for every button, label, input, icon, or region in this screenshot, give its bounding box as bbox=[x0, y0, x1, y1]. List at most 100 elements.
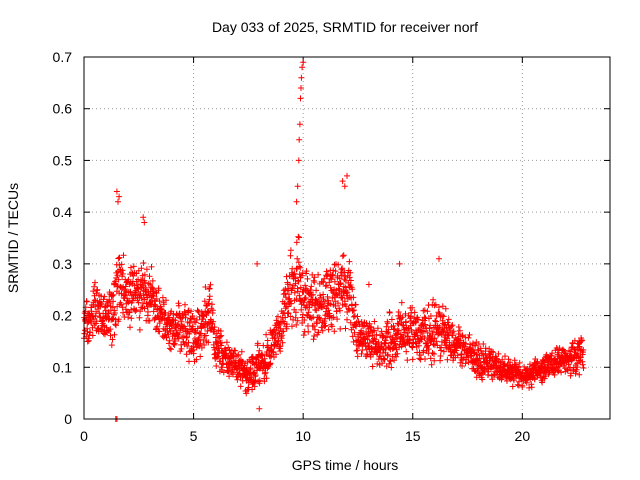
data-point bbox=[325, 326, 332, 333]
data-point bbox=[156, 320, 163, 327]
data-point bbox=[292, 274, 299, 281]
data-point bbox=[440, 348, 447, 355]
data-point bbox=[293, 239, 300, 246]
data-point bbox=[273, 351, 279, 358]
data-point bbox=[206, 293, 213, 300]
data-point bbox=[115, 255, 122, 262]
data-point bbox=[433, 338, 440, 345]
data-point bbox=[395, 327, 402, 334]
data-point bbox=[444, 356, 451, 363]
data-point bbox=[405, 333, 412, 340]
data-point bbox=[322, 283, 329, 290]
data-point bbox=[220, 360, 227, 367]
data-point bbox=[459, 363, 466, 369]
data-point bbox=[566, 347, 572, 354]
data-point bbox=[254, 260, 261, 267]
data-point bbox=[155, 285, 162, 292]
data-point bbox=[428, 361, 435, 368]
data-point bbox=[409, 344, 416, 351]
data-point bbox=[226, 373, 233, 380]
data-point bbox=[148, 263, 155, 270]
data-point bbox=[92, 279, 98, 286]
data-point bbox=[91, 283, 98, 290]
data-point bbox=[511, 377, 517, 384]
data-point bbox=[294, 317, 301, 324]
data-point bbox=[489, 376, 496, 383]
data-point bbox=[448, 323, 455, 330]
data-point bbox=[277, 343, 284, 350]
data-point bbox=[235, 351, 242, 358]
data-point bbox=[466, 331, 473, 338]
data-point bbox=[409, 356, 416, 363]
data-point bbox=[329, 323, 336, 330]
data-point bbox=[324, 293, 331, 300]
data-point bbox=[379, 360, 386, 367]
data-point bbox=[476, 356, 483, 362]
data-point bbox=[283, 321, 290, 328]
data-point bbox=[172, 338, 179, 344]
data-point bbox=[334, 316, 341, 323]
data-point bbox=[319, 327, 326, 334]
data-point bbox=[213, 363, 220, 369]
data-point bbox=[422, 356, 428, 362]
data-point bbox=[281, 320, 288, 327]
data-point bbox=[262, 369, 269, 376]
data-point bbox=[107, 326, 114, 333]
data-point bbox=[87, 329, 94, 336]
data-point bbox=[320, 296, 327, 303]
data-point bbox=[243, 390, 250, 397]
data-point bbox=[184, 334, 190, 340]
data-point bbox=[175, 321, 182, 328]
data-point bbox=[287, 313, 294, 320]
data-point bbox=[326, 279, 333, 286]
data-point bbox=[211, 324, 218, 331]
data-point bbox=[572, 370, 579, 377]
data-point bbox=[310, 277, 317, 284]
data-point bbox=[201, 342, 208, 348]
data-point bbox=[424, 308, 431, 315]
data-point bbox=[202, 332, 209, 339]
data-point bbox=[249, 386, 256, 393]
data-point bbox=[296, 234, 302, 241]
data-point bbox=[314, 320, 320, 327]
data-point bbox=[186, 358, 192, 365]
data-point bbox=[276, 322, 283, 328]
x-tick-label: 15 bbox=[405, 428, 421, 444]
data-point bbox=[412, 339, 419, 346]
data-point bbox=[339, 253, 346, 260]
data-point bbox=[433, 318, 439, 325]
data-point bbox=[449, 322, 456, 329]
data-point bbox=[384, 320, 391, 327]
data-point bbox=[116, 254, 123, 261]
data-point bbox=[549, 350, 556, 357]
data-point bbox=[133, 307, 140, 313]
data-point bbox=[531, 376, 538, 383]
data-point bbox=[479, 376, 486, 383]
data-point bbox=[325, 297, 332, 304]
data-point bbox=[256, 377, 263, 384]
data-point bbox=[429, 350, 436, 356]
data-point bbox=[445, 316, 452, 323]
data-point bbox=[321, 323, 328, 330]
data-point bbox=[108, 342, 115, 349]
data-point bbox=[209, 307, 216, 314]
data-point bbox=[490, 349, 497, 356]
data-point bbox=[462, 340, 469, 347]
data-point bbox=[291, 289, 298, 296]
data-point bbox=[312, 326, 318, 333]
data-point bbox=[292, 280, 299, 287]
data-point bbox=[358, 350, 365, 357]
data-point bbox=[256, 347, 263, 354]
data-point bbox=[271, 342, 278, 349]
data-point bbox=[154, 323, 161, 330]
data-point bbox=[285, 310, 292, 316]
data-point bbox=[140, 214, 147, 221]
data-point bbox=[145, 308, 151, 315]
data-point bbox=[175, 302, 182, 309]
data-point bbox=[499, 356, 506, 363]
data-point bbox=[156, 298, 163, 305]
data-point bbox=[337, 307, 343, 314]
data-point bbox=[431, 357, 438, 364]
data-point bbox=[138, 276, 144, 283]
data-point bbox=[168, 325, 175, 332]
